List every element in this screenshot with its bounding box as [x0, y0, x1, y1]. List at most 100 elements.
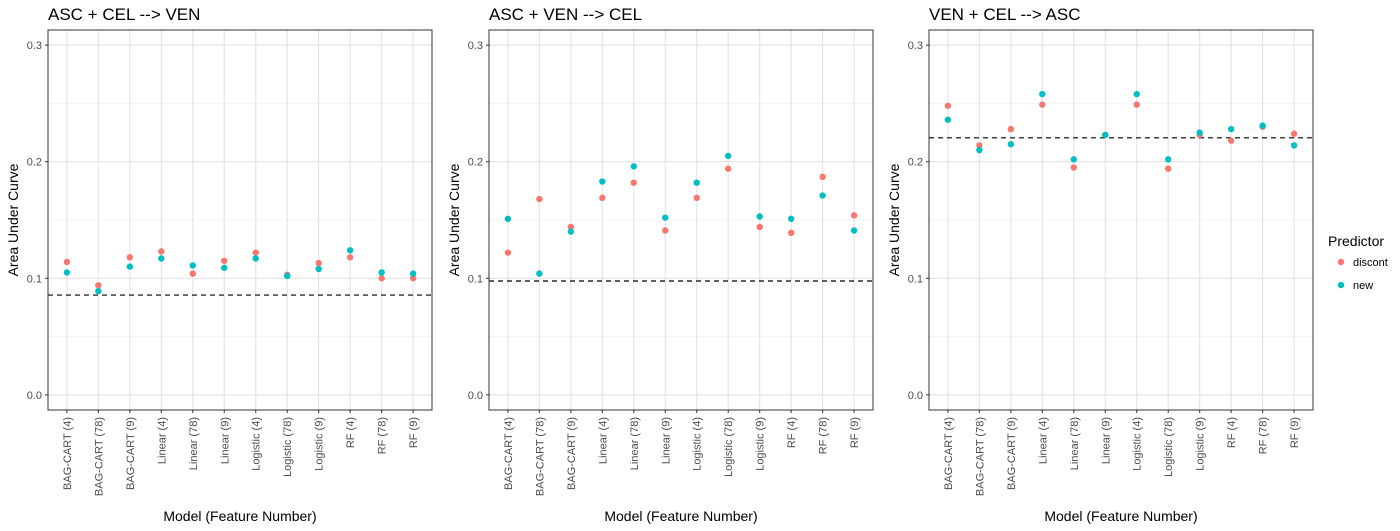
point-new — [1259, 122, 1266, 129]
point-discont — [1039, 101, 1046, 108]
point-new — [378, 269, 385, 276]
panel-border — [928, 29, 1314, 411]
point-new — [315, 265, 322, 273]
y-tick-label: 0.3 — [27, 40, 42, 52]
point-discont — [1070, 164, 1077, 171]
y-tick-label: 0.2 — [908, 157, 923, 169]
point-discont — [787, 229, 795, 237]
x-tick-label: Linear (4) — [597, 417, 609, 464]
x-axis-title: Model (Feature Number) — [163, 508, 316, 524]
x-tick-label: Logistic (9) — [314, 417, 326, 471]
legend-label-discont: discont — [1353, 257, 1388, 269]
x-tick-label: BAG-CART (4) — [943, 417, 955, 490]
panel-border — [488, 29, 874, 411]
x-tick-label: BAG-CART (9) — [125, 417, 137, 490]
point-discont — [189, 270, 196, 277]
panel-title: ASC + VEN --> CEL — [489, 5, 642, 24]
legend: Predictor discont new — [1328, 233, 1388, 292]
point-new — [787, 215, 795, 223]
point-discont — [1290, 130, 1298, 137]
panel-title: ASC + CEL --> VEN — [48, 5, 200, 24]
y-axis-title: Area Under Curve — [886, 163, 902, 276]
x-tick-label: RF (4) — [1226, 417, 1238, 448]
point-new — [1039, 90, 1046, 98]
point-discont — [252, 249, 259, 256]
point-discont — [346, 254, 354, 261]
point-discont — [1133, 101, 1140, 108]
point-new — [1227, 125, 1235, 133]
point-new — [662, 214, 669, 221]
point-new — [850, 227, 858, 234]
x-tick-label: Linear (78) — [188, 417, 200, 470]
x-tick-label: Logistic (9) — [1195, 417, 1207, 471]
point-discont — [126, 254, 134, 261]
x-tick-label: BAG-CART (4) — [503, 417, 515, 490]
point-new — [1070, 156, 1077, 163]
point-new — [944, 116, 952, 123]
panel-title: VEN + CEL --> ASC — [929, 5, 1080, 24]
point-discont — [504, 249, 512, 256]
x-tick-label: BAG-CART (9) — [1006, 417, 1018, 490]
x-tick-label: RF (4) — [345, 417, 357, 448]
point-new — [189, 262, 196, 269]
point-discont — [819, 173, 826, 181]
point-new — [346, 247, 354, 254]
point-new — [409, 270, 417, 277]
panel-1: ASC + CEL --> VEN 0.0 0.1 0.2 0.3 BAG-CART (4… — [5, 5, 433, 524]
x-tick-label: Logistic (9) — [755, 417, 767, 471]
point-discont — [725, 165, 732, 172]
point-new — [1007, 141, 1015, 148]
x-tick-label: RF (9) — [849, 417, 861, 448]
x-tick-label: Linear (78) — [629, 417, 641, 470]
point-discont — [63, 258, 71, 266]
legend-label-new: new — [1353, 280, 1373, 292]
point-new — [252, 255, 259, 262]
point-discont — [599, 194, 606, 202]
y-tick-label: 0.3 — [468, 40, 483, 52]
panels: ASC + CEL --> VEN 0.0 0.1 0.2 0.3 BAG-CART (4… — [5, 5, 1314, 524]
y-tick-label: 0.2 — [468, 157, 483, 169]
y-tick-label: 0.3 — [908, 40, 923, 52]
x-tick-label: Logistic (78) — [723, 417, 735, 477]
x-tick-label: Logistic (78) — [1163, 417, 1175, 477]
point-discont — [1007, 125, 1015, 133]
point-discont — [756, 223, 763, 231]
panel-2: ASC + VEN --> CEL 0.0 0.1 0.2 0.3 BAG-CART (4… — [446, 5, 874, 524]
point-new — [725, 152, 732, 160]
x-tick-label: BAG-CART (4) — [62, 417, 74, 490]
point-new — [567, 228, 575, 235]
x-tick-label: Linear (78) — [1069, 417, 1081, 470]
point-new — [158, 255, 165, 262]
x-tick-label: Logistic (4) — [1132, 417, 1144, 471]
point-discont — [378, 275, 385, 282]
point-new — [504, 215, 512, 223]
point-new — [630, 163, 637, 170]
y-axis-title: Area Under Curve — [5, 163, 21, 276]
x-tick-label: RF (9) — [408, 417, 420, 448]
x-tick-label: Logistic (78) — [282, 417, 294, 477]
x-tick-label: RF (78) — [377, 417, 389, 454]
point-new — [1133, 90, 1140, 98]
point-discont — [158, 248, 165, 255]
point-new — [536, 270, 543, 277]
panel-border — [47, 29, 433, 411]
point-discont — [95, 282, 102, 289]
x-tick-label: BAG-CART (9) — [566, 417, 578, 490]
y-axis-title: Area Under Curve — [446, 163, 462, 276]
x-tick-label: BAG-CART (78) — [93, 417, 105, 496]
x-tick-label: BAG-CART (78) — [534, 417, 546, 496]
x-tick-label: Logistic (4) — [251, 417, 263, 471]
x-tick-label: RF (78) — [818, 417, 830, 454]
x-tick-label: Linear (9) — [660, 417, 672, 464]
y-tick-label: 0.0 — [468, 390, 483, 402]
point-new — [1196, 129, 1203, 136]
point-discont — [315, 259, 322, 267]
y-tick-label: 0.0 — [908, 390, 923, 402]
point-new — [284, 272, 291, 280]
point-discont — [1227, 137, 1235, 144]
point-discont — [630, 179, 637, 186]
point-discont — [567, 223, 575, 231]
x-axis-title: Model (Feature Number) — [1044, 508, 1197, 524]
point-discont — [944, 102, 952, 109]
x-tick-label: RF (9) — [1289, 417, 1301, 448]
